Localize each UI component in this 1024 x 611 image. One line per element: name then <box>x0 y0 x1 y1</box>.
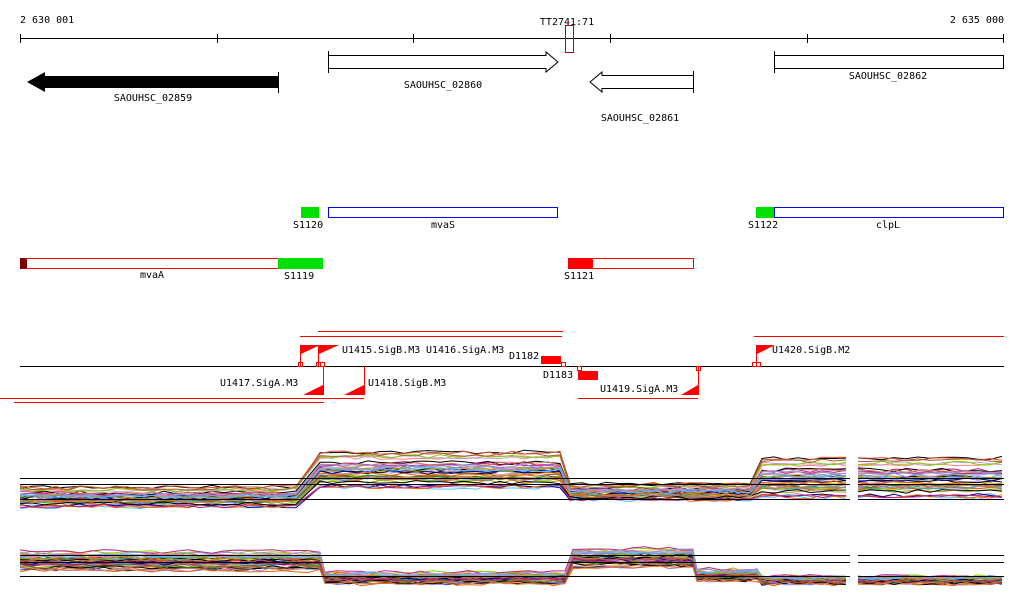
site-marker <box>696 366 701 371</box>
u1416-flag[interactable] <box>319 345 339 354</box>
expression-line <box>857 461 1003 467</box>
site-marker <box>577 366 582 371</box>
mvaA-box[interactable] <box>20 258 279 269</box>
s1119-label: S1119 <box>284 271 315 282</box>
expression-line <box>19 564 846 586</box>
expression-line <box>19 480 846 507</box>
expression-line <box>857 458 1003 463</box>
u1420-label: U1420.SigB.M2 <box>772 345 851 356</box>
gene-label-02860[interactable]: SAOUHSC_02860 <box>403 80 483 91</box>
expression-line <box>857 475 1003 480</box>
feature-track <box>0 331 1004 403</box>
expression-line <box>19 461 847 497</box>
gene-box-02862[interactable] <box>774 55 1004 69</box>
clpL-label: clpL <box>875 220 901 231</box>
expression-line <box>857 470 1003 476</box>
expression-line <box>19 449 847 490</box>
gene-arrow-02861[interactable] <box>589 70 694 94</box>
mvaS-label: mvaS <box>430 220 456 231</box>
expression-plots <box>19 449 1004 587</box>
expression-line <box>857 457 1003 462</box>
clpL-box[interactable] <box>774 207 1004 218</box>
ruler-end-label: 2 635 000 <box>949 15 1004 26</box>
u1415-label: U1415.SigB.M3 <box>342 345 421 356</box>
expression-line <box>19 451 847 491</box>
mvaA-start <box>20 258 27 269</box>
u1419-flag[interactable] <box>681 385 698 395</box>
ruler-start-label: 2 630 001 <box>20 15 75 26</box>
expression-line <box>19 463 847 498</box>
u1418-label: U1418.SigB.M3 <box>368 378 447 389</box>
expression-line <box>857 579 1003 585</box>
u1416-label: U1416.SigA.M3 <box>426 345 505 356</box>
s1121-tail[interactable] <box>592 258 694 269</box>
s1121-label: S1121 <box>564 271 595 282</box>
expression-line <box>857 460 1003 466</box>
s1121-box[interactable] <box>568 258 592 269</box>
expression-line <box>19 475 847 504</box>
site-marker <box>320 362 325 367</box>
mvaA-label: mvaA <box>139 270 165 281</box>
u1417-label: U1417.SigA.M3 <box>220 378 299 389</box>
gene-label-02861[interactable]: SAOUHSC_02861 <box>600 113 680 124</box>
gene-label-02859[interactable]: SAOUHSC_02859 <box>113 93 193 104</box>
expression-line <box>19 552 847 582</box>
s1120-box[interactable] <box>301 207 319 218</box>
marker-label: TT2741:71 <box>539 17 595 28</box>
expression-line <box>857 580 1003 586</box>
expression-line <box>857 489 1003 494</box>
u1420-flag[interactable] <box>757 345 775 354</box>
expression-line <box>19 561 847 584</box>
u1418-flag[interactable] <box>344 385 364 395</box>
d1182-box[interactable] <box>541 356 561 364</box>
expression-line <box>857 580 1003 586</box>
site-marker <box>756 362 761 367</box>
expression-line <box>857 493 1003 498</box>
d1183-box[interactable] <box>578 371 598 380</box>
u1419-label: U1419.SigA.M3 <box>600 384 679 395</box>
s1120-label: S1120 <box>293 220 324 231</box>
s1122-box[interactable] <box>756 207 774 218</box>
gene-arrow-02859[interactable] <box>27 72 278 92</box>
u1415-flag[interactable] <box>301 345 320 354</box>
d1183-label: D1183 <box>543 370 574 381</box>
d1182-label: D1182 <box>509 351 540 362</box>
expression-line <box>857 478 1003 484</box>
site-marker <box>561 362 566 367</box>
u1417-flag[interactable] <box>303 385 323 395</box>
s1119-box[interactable] <box>278 258 323 269</box>
expression-line <box>857 461 1003 467</box>
expression-line <box>19 557 847 583</box>
site-marker <box>298 362 303 367</box>
expression-line <box>19 565 847 587</box>
expression-line <box>19 550 847 581</box>
site-marker <box>752 362 757 367</box>
mvaS-box[interactable] <box>328 207 558 218</box>
ruler <box>20 34 1004 43</box>
expression-line <box>857 494 1003 498</box>
position-marker[interactable] <box>565 25 574 53</box>
gene-arrow-02860[interactable] <box>328 50 559 74</box>
expression-line <box>19 484 847 509</box>
gene-label-02862[interactable]: SAOUHSC_02862 <box>848 71 928 82</box>
s1122-label: S1122 <box>748 220 779 231</box>
